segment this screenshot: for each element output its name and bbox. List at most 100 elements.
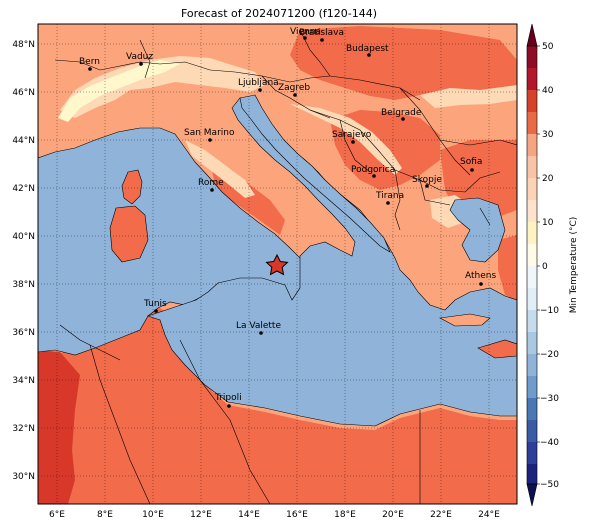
colorbar-tick-label: −20 bbox=[540, 350, 559, 360]
colorbar-tick-label: 30 bbox=[542, 130, 554, 140]
colorbar-tick-label: −10 bbox=[540, 306, 559, 316]
colorbar-tick-label: −30 bbox=[540, 394, 559, 404]
city-label-zagreb: Zagreb bbox=[278, 83, 310, 93]
city-label-tirana: Tirana bbox=[375, 191, 404, 201]
city-label-ljubljana: Ljubljana bbox=[238, 78, 279, 88]
temperature-map: Vienna Bratislava Vaduz Bern Budapest Lj… bbox=[38, 24, 517, 504]
colorbar-band bbox=[527, 288, 537, 310]
colorbar-tick-label: −40 bbox=[540, 438, 559, 448]
lon-tick: 16°E bbox=[286, 510, 308, 520]
map-grid bbox=[38, 24, 517, 504]
city-label-podgorica: Podgorica bbox=[351, 165, 395, 175]
colorbar: 50 40 30 20 10 0 −10 −20 −30 −40 −50 Min… bbox=[526, 23, 579, 507]
city-dot-tripoli bbox=[227, 404, 231, 408]
lon-tick: 10°E bbox=[142, 510, 164, 520]
colorbar-band bbox=[527, 90, 537, 112]
city-dot-zagreb bbox=[293, 93, 297, 97]
lon-tick: 18°E bbox=[334, 510, 356, 520]
city-label-athens: Athens bbox=[465, 271, 496, 281]
aegean-sea bbox=[449, 197, 506, 263]
city-label-sarajevo: Sarajevo bbox=[332, 130, 372, 140]
lat-tick: 30°N bbox=[12, 472, 35, 482]
city-label-la-valette: La Valette bbox=[236, 321, 281, 331]
lon-tick: 12°E bbox=[190, 510, 212, 520]
colorbar-band bbox=[527, 332, 537, 354]
city-label-vaduz: Vaduz bbox=[126, 52, 153, 62]
lon-tick: 6°E bbox=[49, 510, 65, 520]
lon-tick: 22°E bbox=[430, 510, 452, 520]
lat-tick: 46°N bbox=[12, 88, 35, 98]
colorbar-band bbox=[527, 420, 537, 442]
city-dot-skopje bbox=[425, 184, 429, 188]
colorbar-tick-label: 0 bbox=[542, 262, 548, 272]
lat-tick: 42°N bbox=[12, 184, 35, 194]
city-dot-san-marino bbox=[208, 138, 212, 142]
city-label-tripoli: Tripoli bbox=[214, 393, 242, 403]
colorbar-band bbox=[527, 156, 537, 178]
lon-tick: 8°E bbox=[97, 510, 113, 520]
city-label-belgrade: Belgrade bbox=[381, 108, 422, 118]
mild-region-carpathian bbox=[420, 85, 517, 108]
lat-axis: 48°N 46°N 44°N 42°N 40°N 38°N 36°N 34°N … bbox=[12, 40, 35, 482]
lat-tick: 40°N bbox=[12, 232, 35, 242]
map-frame bbox=[37, 23, 518, 505]
lon-tick: 14°E bbox=[238, 510, 260, 520]
mild-region-apennines bbox=[185, 140, 255, 198]
city-label-rome: Rome bbox=[198, 178, 224, 188]
city-label-vienna: Vienna bbox=[290, 27, 321, 37]
star-icon bbox=[265, 253, 289, 276]
figure-title: Forecast of 2024071200 (f120-144) bbox=[181, 7, 377, 20]
colorbar-tick-marks bbox=[537, 45, 540, 485]
city-label-san-marino: San Marino bbox=[184, 128, 235, 138]
colorbar-frame bbox=[526, 45, 538, 485]
city-dot-bratislava bbox=[320, 38, 324, 42]
city-dot-belgrade bbox=[401, 117, 405, 121]
mild-region-dinaric bbox=[290, 104, 402, 175]
city-dot-ljubljana bbox=[258, 88, 262, 92]
colorbar-tick-label: 50 bbox=[542, 42, 554, 52]
city-dot-sofia bbox=[470, 168, 474, 172]
city-dot-sarajevo bbox=[351, 140, 355, 144]
crete-island bbox=[439, 313, 491, 327]
colorbar-band bbox=[527, 244, 537, 266]
mild-region-alps bbox=[60, 56, 265, 118]
city-markers: Vienna Bratislava Vaduz Bern Budapest Lj… bbox=[79, 27, 496, 408]
city-dot-tunis bbox=[154, 309, 158, 313]
city-dot-la-valette bbox=[259, 331, 263, 335]
hot-region-algeria bbox=[38, 350, 80, 504]
lat-tick: 48°N bbox=[12, 40, 35, 50]
lat-tick: 44°N bbox=[12, 136, 35, 146]
city-label-tunis: Tunis bbox=[143, 299, 167, 309]
city-dot-tirana bbox=[386, 201, 390, 205]
colorbar-band bbox=[527, 112, 537, 134]
colorbar-label: Min Temperature (°C) bbox=[569, 217, 579, 314]
colorbar-tick-label: 20 bbox=[542, 174, 554, 184]
colorbar-band bbox=[527, 354, 537, 376]
cyprus-island bbox=[477, 339, 517, 359]
city-dot-athens bbox=[479, 282, 483, 286]
colorbar-band bbox=[527, 376, 537, 398]
colorbar-band bbox=[527, 200, 537, 222]
warm-region-north bbox=[290, 26, 517, 100]
city-label-sofia: Sofia bbox=[460, 157, 482, 167]
cool-region-alps bbox=[58, 60, 180, 122]
colorbar-band bbox=[527, 46, 537, 68]
lon-axis: 6°E 8°E 10°E 12°E 14°E 16°E 18°E 20°E 22… bbox=[49, 510, 500, 520]
city-label-bratislava: Bratislava bbox=[299, 28, 344, 38]
lon-tick: 20°E bbox=[382, 510, 404, 520]
colorbar-bottom-arrow bbox=[526, 483, 538, 507]
colorbar-band bbox=[527, 222, 537, 244]
sardinia-island bbox=[109, 205, 149, 263]
city-dot-vienna bbox=[303, 36, 307, 40]
city-dot-podgorica bbox=[372, 174, 376, 178]
lon-tick: 24°E bbox=[478, 510, 500, 520]
mediterranean-sea-south bbox=[147, 97, 517, 427]
lat-tick: 32°N bbox=[12, 424, 35, 434]
africa-land bbox=[38, 308, 517, 504]
city-dot-bern bbox=[88, 67, 92, 71]
colorbar-top-arrow bbox=[526, 23, 538, 47]
colorbar-tick-label: −50 bbox=[540, 480, 559, 490]
colorbar-band bbox=[527, 464, 537, 484]
colorbar-band bbox=[527, 134, 537, 156]
lat-tick: 36°N bbox=[12, 328, 35, 338]
